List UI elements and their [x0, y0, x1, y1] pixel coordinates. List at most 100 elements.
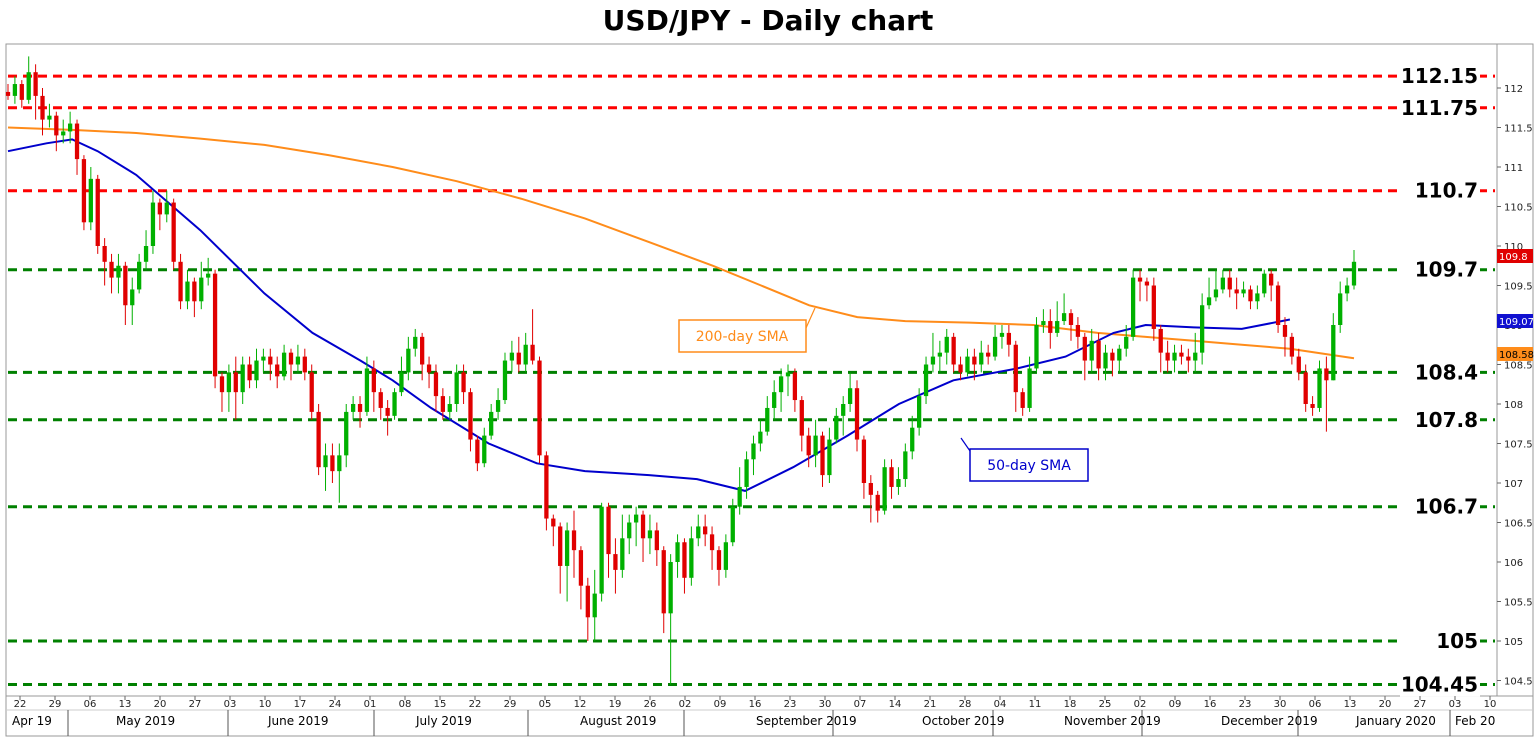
candle-body — [841, 404, 846, 416]
candle-body — [599, 506, 604, 594]
candle-body — [357, 404, 363, 412]
candle-body — [378, 392, 383, 408]
x-day-label: 26 — [644, 699, 657, 710]
candle-body — [592, 593, 597, 618]
candle-body — [495, 400, 501, 412]
candle-body — [571, 530, 577, 551]
candle-body — [192, 281, 197, 302]
level-label-bg — [1400, 494, 1480, 519]
y-tick-label: 105.5 — [1504, 598, 1533, 609]
y-tick-label: 107 — [1504, 479, 1523, 490]
candle-body — [730, 506, 735, 543]
candle-body — [537, 360, 542, 456]
candle-body — [1055, 321, 1060, 333]
sma200-annotation: 200-day SMA — [678, 307, 816, 353]
x-day-label: 24 — [329, 699, 342, 710]
candle-body — [157, 202, 162, 215]
candle-body — [1020, 392, 1025, 408]
x-day-label: 30 — [819, 699, 832, 710]
y-tick-label: 105 — [1504, 637, 1523, 648]
x-day-label: 20 — [1379, 699, 1392, 710]
sma50-annotation-label: 50-day SMA — [987, 458, 1071, 474]
candle-body — [640, 514, 646, 539]
y-tick-label: 108 — [1504, 400, 1523, 411]
candle-body — [530, 344, 535, 361]
candle-body — [903, 451, 908, 480]
candle-body — [847, 388, 853, 404]
x-day-label: 14 — [889, 699, 902, 710]
candle-body — [406, 348, 411, 373]
candle-body — [1255, 293, 1260, 302]
candle-body — [1144, 281, 1150, 286]
candle-body — [696, 526, 701, 539]
y-tick-label: 106.5 — [1504, 519, 1533, 530]
x-day-label: 02 — [1134, 699, 1147, 710]
candle-body — [716, 550, 722, 570]
candle-body — [12, 84, 18, 96]
candle-body — [751, 443, 756, 460]
candle-body — [827, 439, 832, 476]
candle-body — [5, 91, 11, 96]
candle-body — [1269, 273, 1274, 286]
candle-body — [1041, 321, 1046, 325]
candle-body — [143, 246, 149, 262]
candle-body — [1061, 313, 1067, 322]
candle-body — [454, 372, 459, 404]
x-month-label: July 2019 — [415, 714, 472, 728]
candle-body — [185, 281, 190, 302]
candle-body — [689, 538, 694, 578]
candle-body — [261, 356, 266, 361]
candle-body — [709, 534, 715, 551]
candle-body — [854, 388, 860, 440]
current-price-label: 109.8 — [1499, 252, 1528, 263]
sma200-annotation-label: 200-day SMA — [696, 329, 789, 345]
x-day-label: 06 — [84, 699, 97, 710]
candle-body — [1103, 352, 1108, 369]
candle-body — [219, 376, 225, 393]
candle-body — [1344, 285, 1350, 294]
candle-body — [792, 372, 798, 401]
candle-body — [371, 368, 376, 393]
sma50-annotation-box — [969, 448, 1089, 482]
y-tick-label: 108.5 — [1504, 361, 1533, 372]
candle-body — [233, 372, 238, 393]
x-day-label: 12 — [574, 699, 587, 710]
y-tick-label: 111.5 — [1504, 124, 1533, 135]
x-month-label: August 2019 — [580, 714, 656, 728]
candle-body — [551, 518, 556, 527]
x-day-label: 04 — [994, 699, 1007, 710]
candle-body — [47, 115, 52, 120]
candle-body — [1048, 321, 1053, 333]
candle-body — [682, 542, 687, 578]
candle-body — [344, 411, 349, 456]
candle-body — [758, 431, 763, 444]
y-tick-label: 110.5 — [1504, 203, 1533, 214]
x-day-label: 06 — [1309, 699, 1322, 710]
candle-body — [1068, 313, 1074, 325]
x-day-label: 21 — [924, 699, 937, 710]
candle-body — [1193, 352, 1198, 361]
x-month-label: December 2019 — [1221, 714, 1318, 728]
candle-body — [1220, 277, 1225, 290]
candle-body — [647, 530, 653, 539]
candle-body — [765, 407, 770, 432]
candle-body — [523, 344, 528, 365]
x-day-label: 09 — [714, 699, 727, 710]
sma200-value-badge — [1497, 347, 1533, 361]
candle-body — [986, 352, 991, 357]
level-label: 106.7 — [1415, 495, 1478, 519]
candle-body — [813, 435, 818, 456]
y-tick-label: 106 — [1504, 558, 1523, 569]
candle-body — [1186, 356, 1191, 361]
level-label-bg — [1400, 95, 1480, 120]
x-month-label: September 2019 — [756, 714, 857, 728]
candle-body — [102, 246, 107, 262]
candle-body — [944, 336, 949, 353]
candle-body — [1248, 289, 1253, 302]
candle-body — [861, 439, 867, 483]
candle-body — [972, 356, 977, 365]
level-label: 105 — [1436, 629, 1478, 653]
candle-body — [212, 273, 218, 377]
candle-body — [723, 542, 729, 570]
x-day-label: 11 — [1029, 699, 1042, 710]
